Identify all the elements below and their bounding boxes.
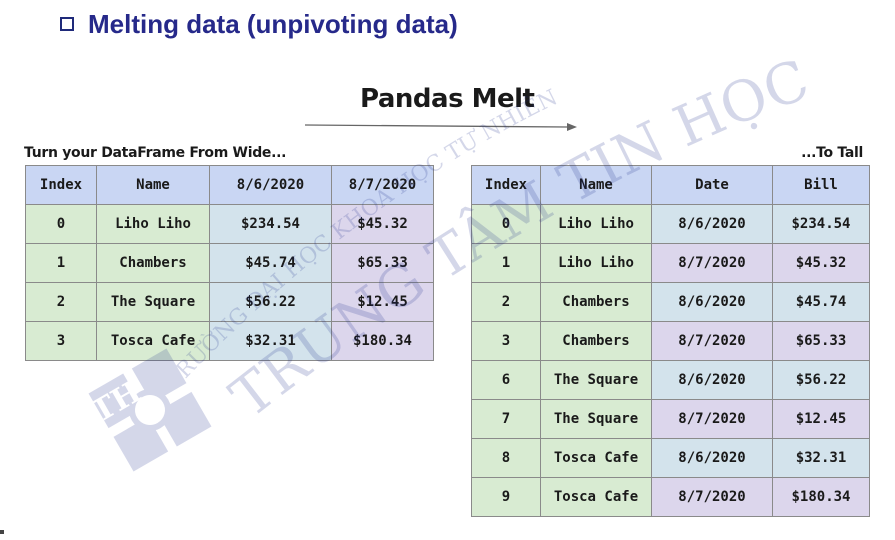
bill-cell: $12.45 [772, 399, 870, 439]
bill-cell: $234.54 [772, 204, 870, 244]
table-row: 1 Chambers $45.74 $65.33 [25, 243, 434, 283]
table-row: 1 Liho Liho 8/7/2020 $45.32 [471, 243, 870, 283]
index-cell: 0 [471, 204, 541, 244]
value-cell: $12.45 [331, 282, 434, 322]
heading-text: Melting data (unpivoting data) [88, 8, 458, 39]
wide-dataframe-table: Index Name 8/6/2020 8/7/2020 0 Liho Liho… [25, 165, 434, 361]
name-cell: Liho Liho [540, 243, 652, 283]
table-header-row: Index Name Date Bill [471, 165, 870, 205]
column-header: Index [471, 165, 541, 205]
table-row: 2 Chambers 8/6/2020 $45.74 [471, 282, 870, 322]
name-cell: Tosca Cafe [540, 477, 652, 517]
column-header: 8/7/2020 [331, 165, 434, 205]
value-cell: $32.31 [209, 321, 332, 361]
right-arrow-icon [305, 123, 577, 131]
date-cell: 8/7/2020 [651, 477, 773, 517]
index-cell: 8 [471, 438, 541, 478]
name-cell: Tosca Cafe [540, 438, 652, 478]
watermark-logo: TH [86, 348, 212, 472]
table-row: 3 Tosca Cafe $32.31 $180.34 [25, 321, 434, 361]
tall-dataframe-table: Index Name Date Bill 0 Liho Liho 8/6/202… [471, 165, 870, 517]
table-row: 3 Chambers 8/7/2020 $65.33 [471, 321, 870, 361]
column-header: Index [25, 165, 97, 205]
value-cell: $234.54 [209, 204, 332, 244]
date-cell: 8/6/2020 [651, 204, 773, 244]
bill-cell: $65.33 [772, 321, 870, 361]
diagram-title: Pandas Melt [360, 84, 535, 114]
bill-cell: $45.32 [772, 243, 870, 283]
table-row: 6 The Square 8/6/2020 $56.22 [471, 360, 870, 400]
index-cell: 7 [471, 399, 541, 439]
value-cell: $65.33 [331, 243, 434, 283]
caption-wide: Turn your DataFrame From Wide... [24, 145, 287, 161]
bill-cell: $180.34 [772, 477, 870, 517]
index-cell: 3 [25, 321, 97, 361]
bill-cell: $32.31 [772, 438, 870, 478]
table-row: 0 Liho Liho $234.54 $45.32 [25, 204, 434, 244]
index-cell: 9 [471, 477, 541, 517]
table-header-row: Index Name 8/6/2020 8/7/2020 [25, 165, 434, 205]
index-cell: 1 [471, 243, 541, 283]
date-cell: 8/7/2020 [651, 243, 773, 283]
name-cell: Liho Liho [96, 204, 210, 244]
name-cell: The Square [96, 282, 210, 322]
name-cell: The Square [540, 360, 652, 400]
name-cell: Chambers [540, 321, 652, 361]
value-cell: $45.74 [209, 243, 332, 283]
column-header: Name [540, 165, 652, 205]
watermark-logo-text: TH [86, 374, 147, 430]
index-cell: 2 [25, 282, 97, 322]
caption-tall: ...To Tall [801, 145, 863, 161]
bill-cell: $56.22 [772, 360, 870, 400]
corner-mark [0, 530, 4, 534]
column-header: 8/6/2020 [209, 165, 332, 205]
slide-heading: Melting data (unpivoting data) [60, 6, 458, 42]
bill-cell: $45.74 [772, 282, 870, 322]
name-cell: Tosca Cafe [96, 321, 210, 361]
name-cell: Liho Liho [540, 204, 652, 244]
date-cell: 8/6/2020 [651, 282, 773, 322]
checkbox-bullet-icon [60, 17, 74, 31]
table-row: 2 The Square $56.22 $12.45 [25, 282, 434, 322]
name-cell: Chambers [96, 243, 210, 283]
table-row: 8 Tosca Cafe 8/6/2020 $32.31 [471, 438, 870, 478]
index-cell: 2 [471, 282, 541, 322]
column-header: Name [96, 165, 210, 205]
name-cell: The Square [540, 399, 652, 439]
column-header: Date [651, 165, 773, 205]
date-cell: 8/6/2020 [651, 360, 773, 400]
value-cell: $180.34 [331, 321, 434, 361]
value-cell: $45.32 [331, 204, 434, 244]
table-row: 9 Tosca Cafe 8/7/2020 $180.34 [471, 477, 870, 517]
name-cell: Chambers [540, 282, 652, 322]
table-row: 0 Liho Liho 8/6/2020 $234.54 [471, 204, 870, 244]
index-cell: 6 [471, 360, 541, 400]
date-cell: 8/7/2020 [651, 399, 773, 439]
index-cell: 3 [471, 321, 541, 361]
column-header: Bill [772, 165, 870, 205]
date-cell: 8/6/2020 [651, 438, 773, 478]
date-cell: 8/7/2020 [651, 321, 773, 361]
table-row: 7 The Square 8/7/2020 $12.45 [471, 399, 870, 439]
index-cell: 1 [25, 243, 97, 283]
value-cell: $56.22 [209, 282, 332, 322]
index-cell: 0 [25, 204, 97, 244]
